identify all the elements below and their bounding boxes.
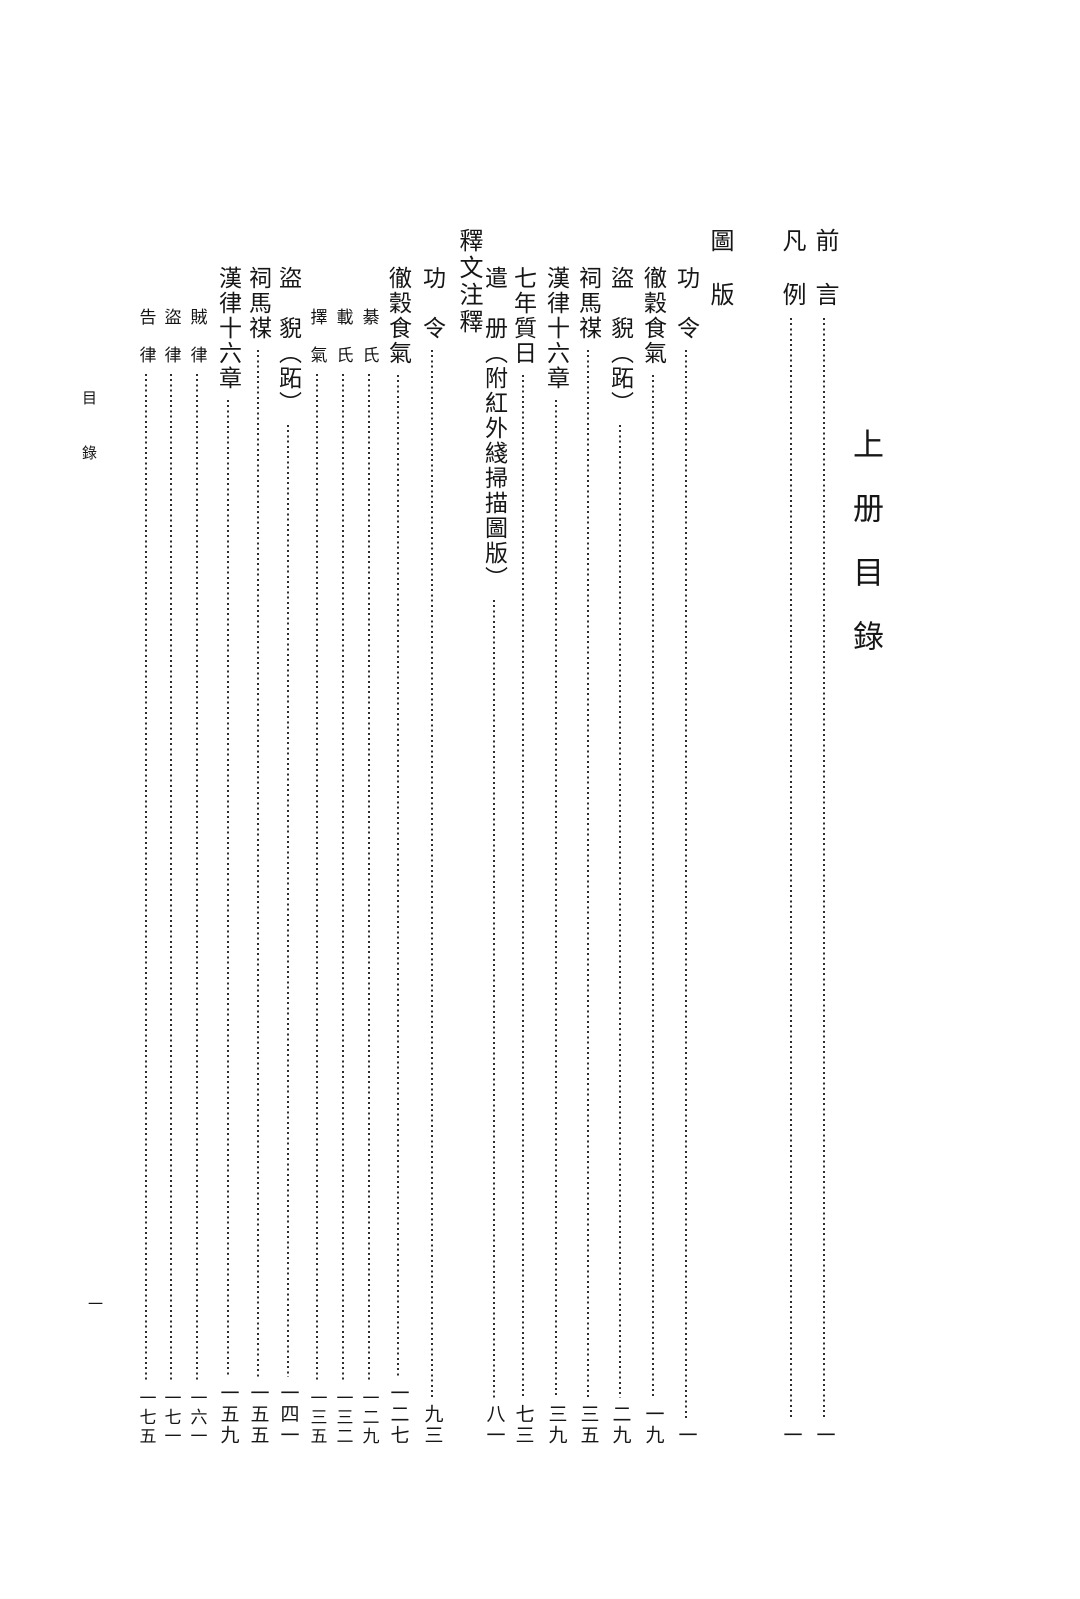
toc-entry: 徹穀食氣 一二七 [383,266,413,1446]
toc-entry: 盜 貎（跖） 一四一 [273,266,303,1446]
toc-entry: 釋文注釋 [453,228,483,336]
dotted-leader [257,350,259,1377]
dotted-leader [287,425,289,1377]
toc-entry-page: 八一 [483,1404,505,1446]
toc-entry: 遣 册（附紅外綫掃描圖版） 八一 [479,266,509,1446]
toc-entry-title: 擇 氣 [307,308,327,365]
toc-entry: 賊 律一六一 [182,308,212,1446]
toc-entry-title: 徹穀食氣 [385,266,411,366]
dotted-leader [196,374,198,1383]
dotted-leader [397,375,399,1377]
dotted-leader [823,318,825,1419]
toc-entry-title: 祠馬禖 [245,266,271,341]
dotted-leader [587,350,589,1398]
volume-title: 上册目錄 [848,428,883,684]
toc-entry-page: 一六一 [187,1389,207,1446]
toc-entry-page: 三五 [577,1404,599,1446]
toc-entry: 前 言一 [809,228,839,1446]
dotted-leader [368,374,370,1383]
toc-entry: 祠馬禖 三五 [573,266,603,1446]
toc-entry-page: 九三 [421,1404,443,1446]
toc-entry-title: 賊 律 [187,308,207,365]
toc-entry: 祠馬禖 一五五 [243,266,273,1446]
toc-entry-page: 一七一 [161,1389,181,1446]
toc-entry: 功 令一 [671,266,701,1446]
toc-entry-title: 功 令 [419,266,445,341]
dotted-leader [685,350,687,1419]
toc-entry-title: 圖 版 [706,228,732,309]
toc-entry-title: 盜 貎（跖） [607,266,633,416]
toc-entry-title: 功 令 [673,266,699,341]
toc-entry-page: 二九 [609,1404,631,1446]
toc-entry-title: 前 言 [811,228,837,309]
toc-entry-title: 釋文注釋 [455,228,481,336]
toc-entry: 告 律一七五 [131,308,161,1446]
toc-entry-page: 一二九 [359,1389,379,1446]
dotted-leader [342,374,344,1383]
dotted-leader [316,374,318,1383]
toc-entry: 盜 貎（跖） 二九 [605,266,635,1446]
dotted-leader [431,350,433,1398]
dotted-leader [145,374,147,1383]
toc-entry-title: 徹穀食氣 [640,266,666,366]
dotted-leader [522,375,524,1398]
toc-entry-title: 祠馬禖 [575,266,601,341]
toc-entry: 綦 氏一二九 [354,308,384,1446]
toc-entry-page: 一二七 [387,1383,409,1446]
toc-entry: 載 氏一三二 [328,308,358,1446]
toc-entry: 漢律十六章 一五九 [213,266,243,1446]
toc-entry: 功 令九三 [417,266,447,1446]
toc-entry: 漢律十六章 三九 [541,266,571,1446]
toc-entry-page: 一四一 [277,1383,299,1446]
toc-entry-page: 一三五 [307,1389,327,1446]
dotted-leader [619,425,621,1398]
toc-entry: 擇 氣一三五 [302,308,332,1446]
toc-entry-title: 告 律 [136,308,156,365]
toc-entry-title: 載 氏 [333,308,353,365]
toc-entry-title: 綦 氏 [359,308,379,365]
toc-entry-title: 遣 册（附紅外綫掃描圖版） [481,266,507,591]
toc-entry: 圖 版 [704,228,734,309]
dotted-leader [555,400,557,1398]
dotted-leader [170,374,172,1383]
toc-entry-page: 一五五 [247,1383,269,1446]
toc-entry-page: 一 [813,1425,835,1446]
toc-entry-page: 一 [780,1425,802,1446]
toc-entry-page: 一五九 [217,1383,239,1446]
toc-entry: 凡 例一 [776,228,806,1446]
dotted-leader [493,600,495,1398]
toc-entry-title: 漢律十六章 [543,266,569,391]
toc-entry-page: 七三 [512,1404,534,1446]
toc-entry-title: 漢律十六章 [215,266,241,391]
toc-entry-page: 三九 [545,1404,567,1446]
page-folio: 一 [86,1296,102,1311]
toc-entry-title: 凡 例 [778,228,804,309]
toc-entry: 七年質日 七三 [508,266,538,1446]
dotted-leader [652,375,654,1398]
toc-entry-page: 一九 [642,1404,664,1446]
margin-label: 目錄 [80,390,96,500]
toc-entry-title: 盜 貎（跖） [275,266,301,416]
dotted-leader [227,400,229,1377]
toc-entry-title: 盜 律 [161,308,181,365]
toc-entry: 徹穀食氣 一九 [638,266,668,1446]
toc-entry-page: 一七五 [136,1389,156,1446]
toc-entry-page: 一三二 [333,1389,353,1446]
toc-entry-title: 七年質日 [510,266,536,366]
toc-entry-page: 一 [675,1425,697,1446]
dotted-leader [790,318,792,1419]
toc-entry: 盜 律一七一 [156,308,186,1446]
